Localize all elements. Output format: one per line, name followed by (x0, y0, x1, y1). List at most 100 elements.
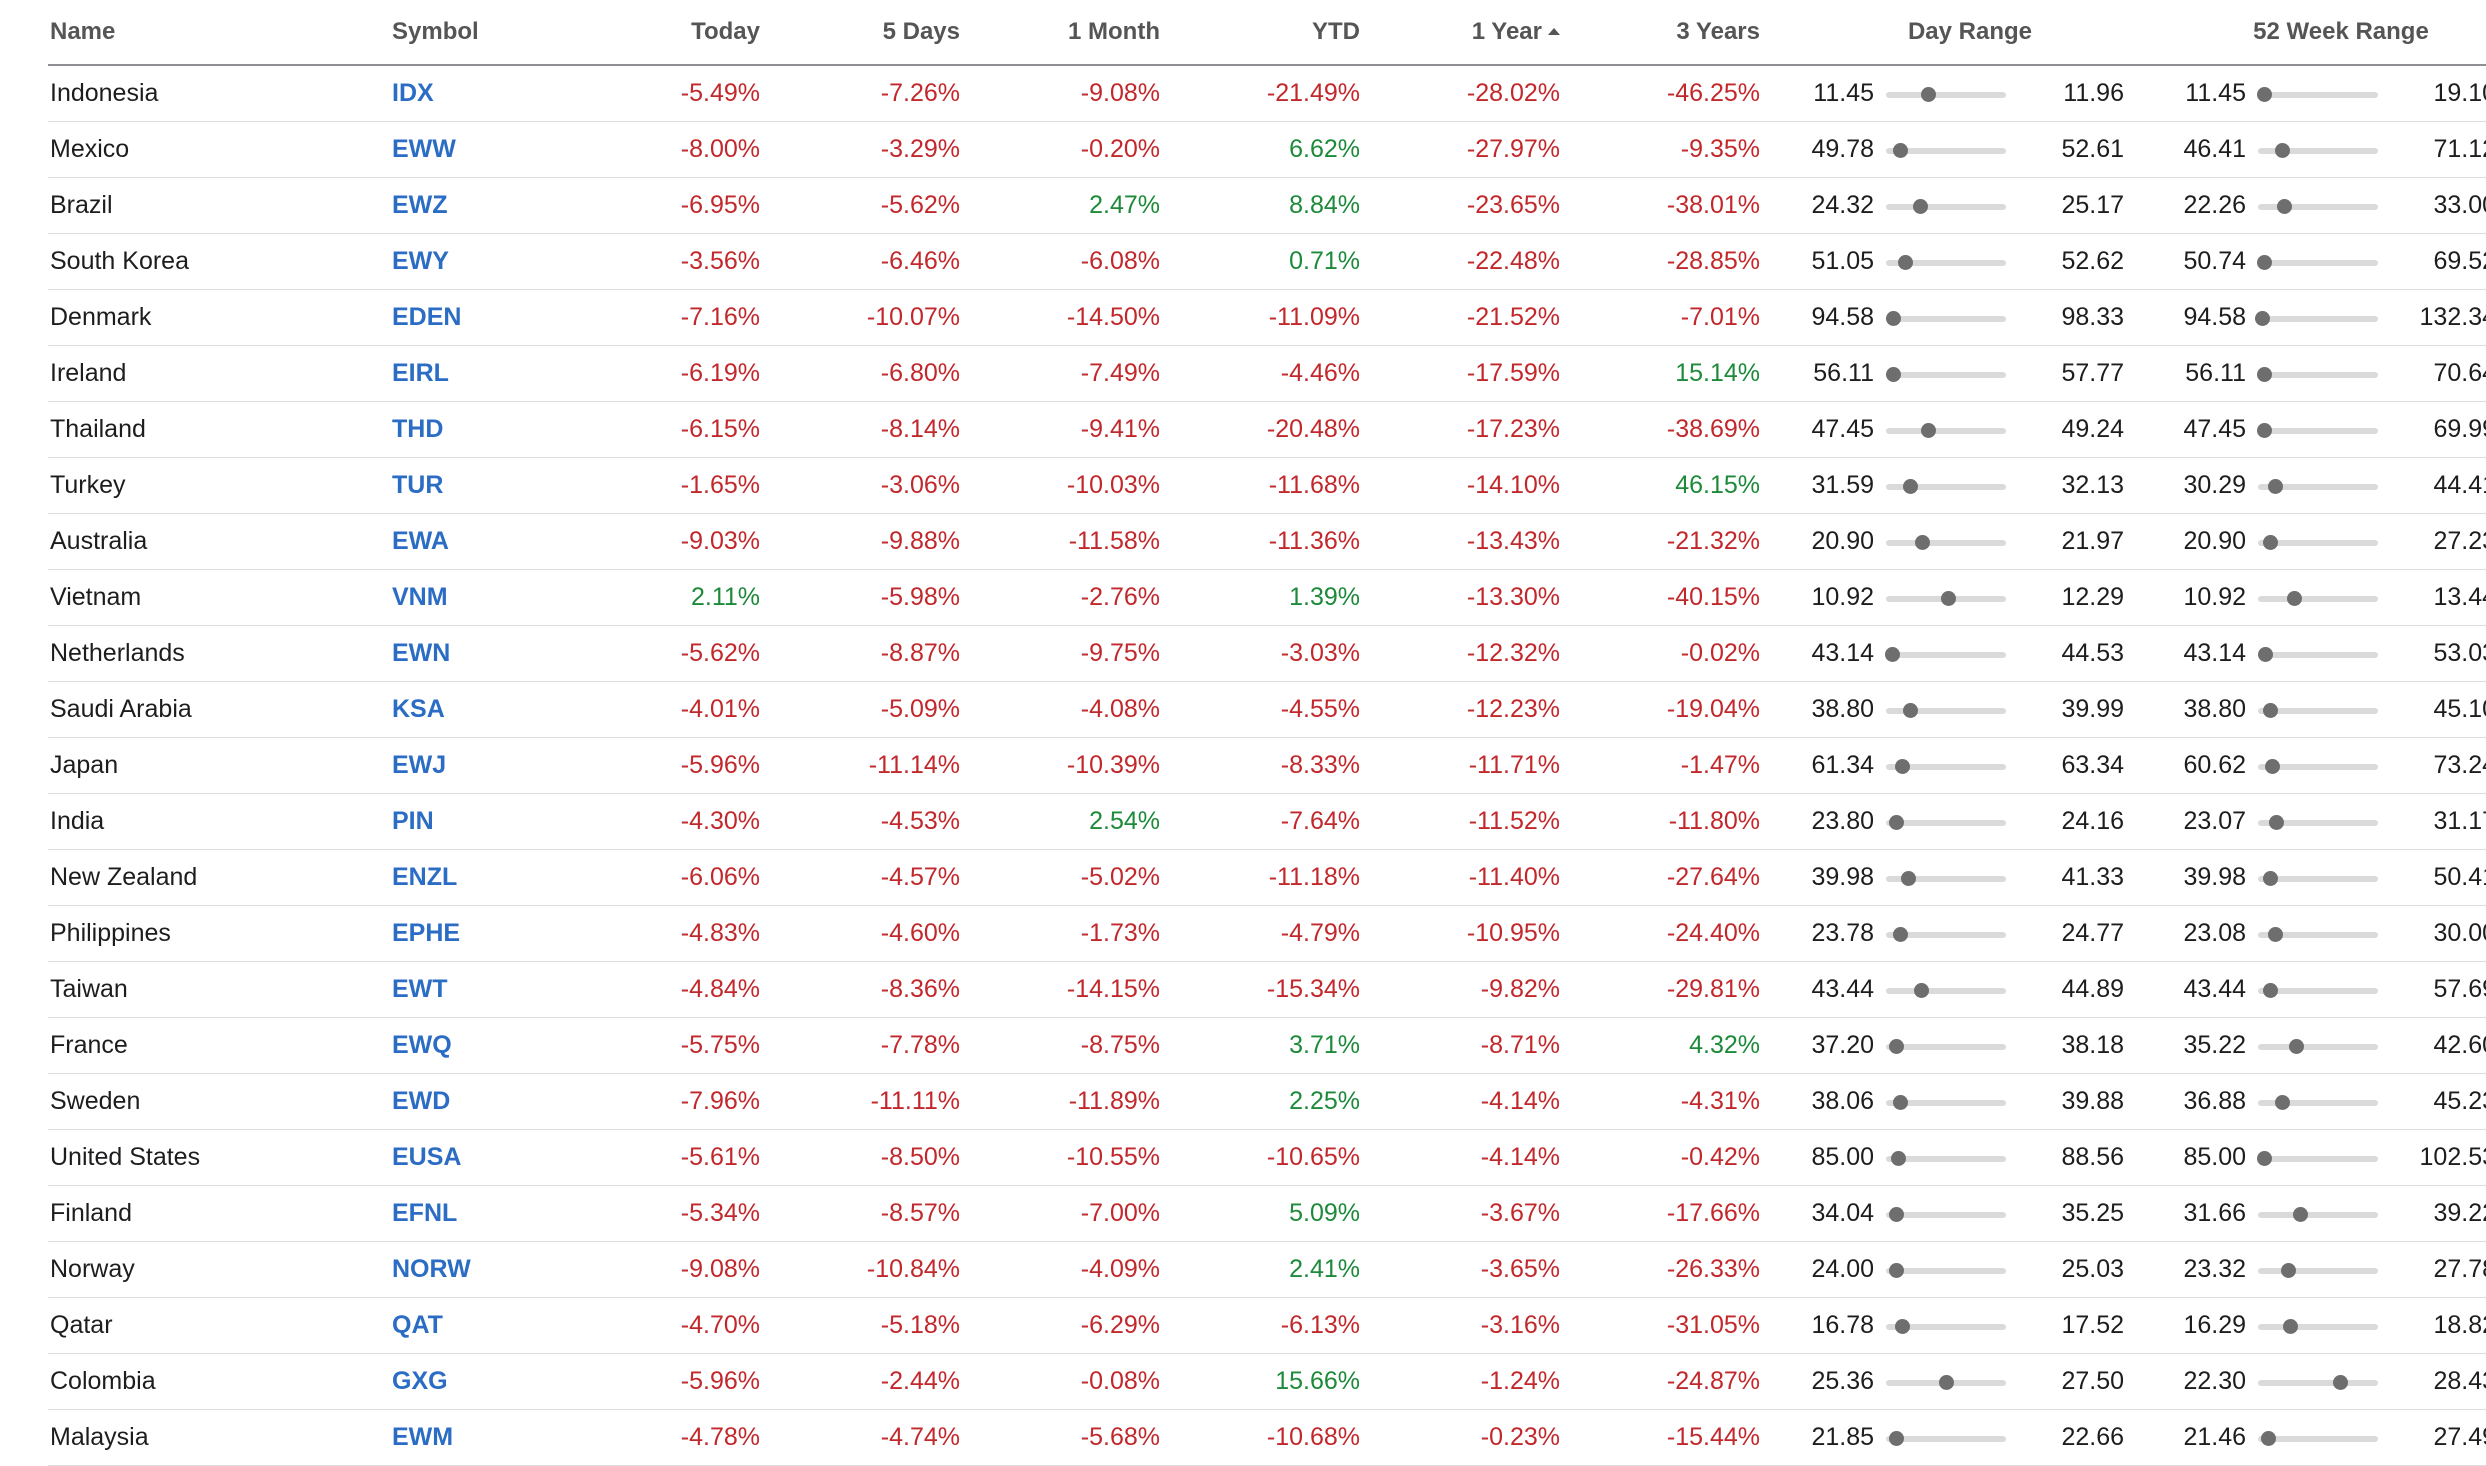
52-week-high: 18.82 (2433, 1311, 2486, 1339)
table-row[interactable]: United States EUSA -5.61% -8.50% -10.55% -10.… (48, 1130, 2486, 1186)
52-week-low: 50.74 (2183, 247, 2246, 275)
table-row[interactable]: Denmark EDEN -7.16% -10.07% -14.50% -11.09% -2… (48, 290, 2486, 346)
ticker-link[interactable]: EFNL (392, 1199, 458, 1227)
column-header-ytd[interactable]: YTD (1312, 18, 1360, 45)
country-name: Ireland (50, 359, 127, 387)
52-week-range: 56.11 70.64 (2156, 359, 2486, 388)
day-range: 31.59 32.13 (1784, 471, 2156, 500)
column-header-1-year[interactable]: 1 Year (1360, 18, 1560, 46)
table-row[interactable]: Ireland EIRL -6.19% -6.80% -7.49% -4.46% -17.5… (48, 346, 2486, 402)
table-row[interactable]: Colombia GXG -5.96% -2.44% -0.08% 15.66% -1.24… (48, 1354, 2486, 1410)
country-name: Malaysia (50, 1423, 149, 1451)
ticker-link[interactable]: IDX (392, 79, 434, 107)
column-header-day-range[interactable]: Day Range (1907, 18, 2033, 45)
ticker-link[interactable]: EWZ (392, 191, 448, 219)
table-row[interactable]: Norway NORW -9.08% -10.84% -4.09% 2.41% -3.65%… (48, 1242, 2486, 1298)
column-header-52-week-range[interactable]: 52 Week Range (2253, 18, 2429, 45)
table-row[interactable]: Japan EWJ -5.96% -11.14% -10.39% -8.33% -11.71… (48, 738, 2486, 794)
ticker-link[interactable]: EWQ (392, 1031, 452, 1059)
day-range-low: 16.78 (1811, 1311, 1874, 1339)
change-3-years: -31.05% (1666, 1311, 1760, 1339)
change-ytd: -10.68% (1266, 1423, 1360, 1451)
52-week-range-bar (2258, 587, 2378, 609)
table-row[interactable]: Indonesia IDX -5.49% -7.26% -9.08% -21.49% -28… (48, 66, 2486, 122)
table-row[interactable]: Finland EFNL -5.34% -8.57% -7.00% 5.09% -3.67%… (48, 1186, 2486, 1242)
day-range-high: 25.03 (2061, 1255, 2124, 1283)
day-range: 16.78 17.52 (1784, 1311, 2156, 1340)
table-row[interactable]: Brazil EWZ -6.95% -5.62% 2.47% 8.84% -23.65% -3… (48, 178, 2486, 234)
ticker-link[interactable]: KSA (392, 695, 445, 723)
change-1-year: -3.67% (1480, 1199, 1560, 1227)
change-1-year: -23.65% (1466, 191, 1560, 219)
country-name: New Zealand (50, 863, 198, 891)
52-week-range-track (2258, 1323, 2378, 1330)
52-week-range-bar (2258, 867, 2378, 889)
ticker-link[interactable]: PIN (392, 807, 434, 835)
ticker-link[interactable]: EUSA (392, 1143, 462, 1171)
52-week-range: 46.41 71.12 (2156, 135, 2486, 164)
day-range-low: 10.92 (1811, 583, 1874, 611)
table-row[interactable]: Philippines EPHE -4.83% -4.60% -1.73% -4.79% -… (48, 906, 2486, 962)
52-week-range-bar (2258, 531, 2378, 553)
ticker-link[interactable]: EIRL (392, 359, 449, 387)
52-week-range: 11.45 19.10 (2156, 79, 2486, 108)
change-1-year: -0.23% (1480, 1423, 1560, 1451)
table-row[interactable]: France EWQ -5.75% -7.78% -8.75% 3.71% -8.71% 4.… (48, 1018, 2486, 1074)
ticker-link[interactable]: EWA (392, 527, 449, 555)
ticker-link[interactable]: ENZL (392, 863, 458, 891)
ticker-link[interactable]: THD (392, 415, 444, 443)
ticker-link[interactable]: NORW (392, 1255, 471, 1283)
52-week-low: 35.22 (2183, 1031, 2246, 1059)
table-row[interactable]: Vietnam VNM 2.11% -5.98% -2.76% 1.39% -13.30% -… (48, 570, 2486, 626)
ticker-link[interactable]: EPHE (392, 919, 461, 947)
52-week-range-marker (2267, 926, 2283, 942)
ticker-link[interactable]: EWY (392, 247, 449, 275)
table-row[interactable]: Australia EWA -9.03% -9.88% -11.58% -11.36% -1… (48, 514, 2486, 570)
ticker-link[interactable]: EWW (392, 135, 456, 163)
ticker-link[interactable]: EDEN (392, 303, 462, 331)
table-row[interactable]: India PIN -4.30% -4.53% 2.54% -7.64% -11.52% -1… (48, 794, 2486, 850)
52-week-range-bar (2258, 139, 2378, 161)
column-header-today[interactable]: Today (691, 18, 760, 45)
52-week-low: 94.58 (2183, 303, 2246, 331)
ticker-link[interactable]: GXG (392, 1367, 448, 1395)
country-name: Brazil (50, 191, 113, 219)
ticker-link[interactable]: EWN (392, 639, 451, 667)
52-week-range-marker (2257, 422, 2272, 438)
column-header-5-days[interactable]: 5 Days (882, 18, 960, 45)
change-1-month: -7.49% (1080, 359, 1160, 387)
ticker-link[interactable]: TUR (392, 471, 444, 499)
52-week-range-track (2258, 1043, 2378, 1050)
ticker-link[interactable]: EWD (392, 1087, 451, 1115)
day-range-low: 31.59 (1811, 471, 1874, 499)
change-ytd: -4.79% (1280, 919, 1360, 947)
52-week-range-marker (2293, 1206, 2308, 1222)
day-range-bar (1886, 1371, 2006, 1393)
day-range: 24.32 25.17 (1784, 191, 2156, 220)
table-row[interactable]: Turkey TUR -1.65% -3.06% -10.03% -11.68% -14.1… (48, 458, 2486, 514)
ticker-link[interactable]: EWT (392, 975, 448, 1003)
column-header-1-month[interactable]: 1 Month (1068, 18, 1160, 45)
52-week-range-marker (2257, 86, 2272, 102)
column-header-3-years[interactable]: 3 Years (1676, 18, 1760, 45)
table-row[interactable]: Qatar QAT -4.70% -5.18% -6.29% -6.13% -3.16% -3… (48, 1298, 2486, 1354)
change-1-month: -0.08% (1080, 1367, 1160, 1395)
ticker-link[interactable]: VNM (392, 583, 448, 611)
change-3-years: -4.31% (1680, 1087, 1760, 1115)
table-row[interactable]: Malaysia EWM -4.78% -4.74% -5.68% -10.68% -0.2… (48, 1410, 2486, 1466)
column-header-name[interactable]: Name (50, 18, 116, 45)
table-row[interactable]: South Korea EWY -3.56% -6.46% -6.08% 0.71% -22… (48, 234, 2486, 290)
table-row[interactable]: Taiwan EWT -4.84% -8.36% -14.15% -15.34% -9.82… (48, 962, 2486, 1018)
country-name: South Korea (50, 247, 189, 275)
ticker-link[interactable]: EWJ (392, 751, 447, 779)
ticker-link[interactable]: QAT (392, 1311, 443, 1339)
table-row[interactable]: New Zealand ENZL -6.06% -4.57% -5.02% -11.18%… (48, 850, 2486, 906)
column-header-symbol[interactable]: Symbol (392, 18, 479, 45)
table-row[interactable]: Sweden EWD -7.96% -11.11% -11.89% 2.25% -4.14%… (48, 1074, 2486, 1130)
table-row[interactable]: Thailand THD -6.15% -8.14% -9.41% -20.48% -17.… (48, 402, 2486, 458)
table-row[interactable]: Netherlands EWN -5.62% -8.87% -9.75% -3.03% -1… (48, 626, 2486, 682)
table-row[interactable]: Saudi Arabia KSA -4.01% -5.09% -4.08% -4.55% -… (48, 682, 2486, 738)
table-row[interactable]: Mexico EWW -8.00% -3.29% -0.20% 6.62% -27.97% -… (48, 122, 2486, 178)
day-range-high: 38.18 (2061, 1031, 2124, 1059)
ticker-link[interactable]: EWM (392, 1423, 454, 1451)
